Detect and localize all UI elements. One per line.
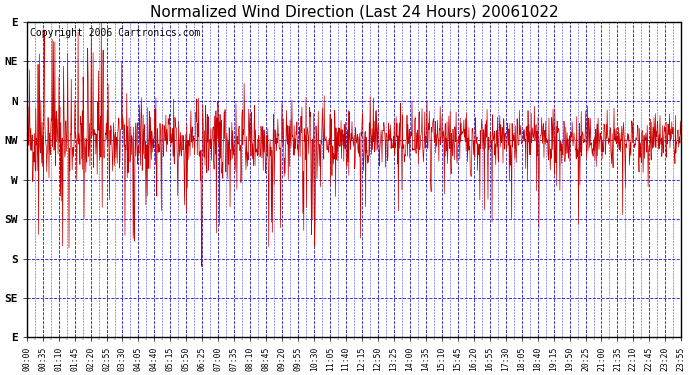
Text: Copyright 2006 Cartronics.com: Copyright 2006 Cartronics.com xyxy=(30,28,200,38)
Title: Normalized Wind Direction (Last 24 Hours) 20061022: Normalized Wind Direction (Last 24 Hours… xyxy=(150,4,558,19)
